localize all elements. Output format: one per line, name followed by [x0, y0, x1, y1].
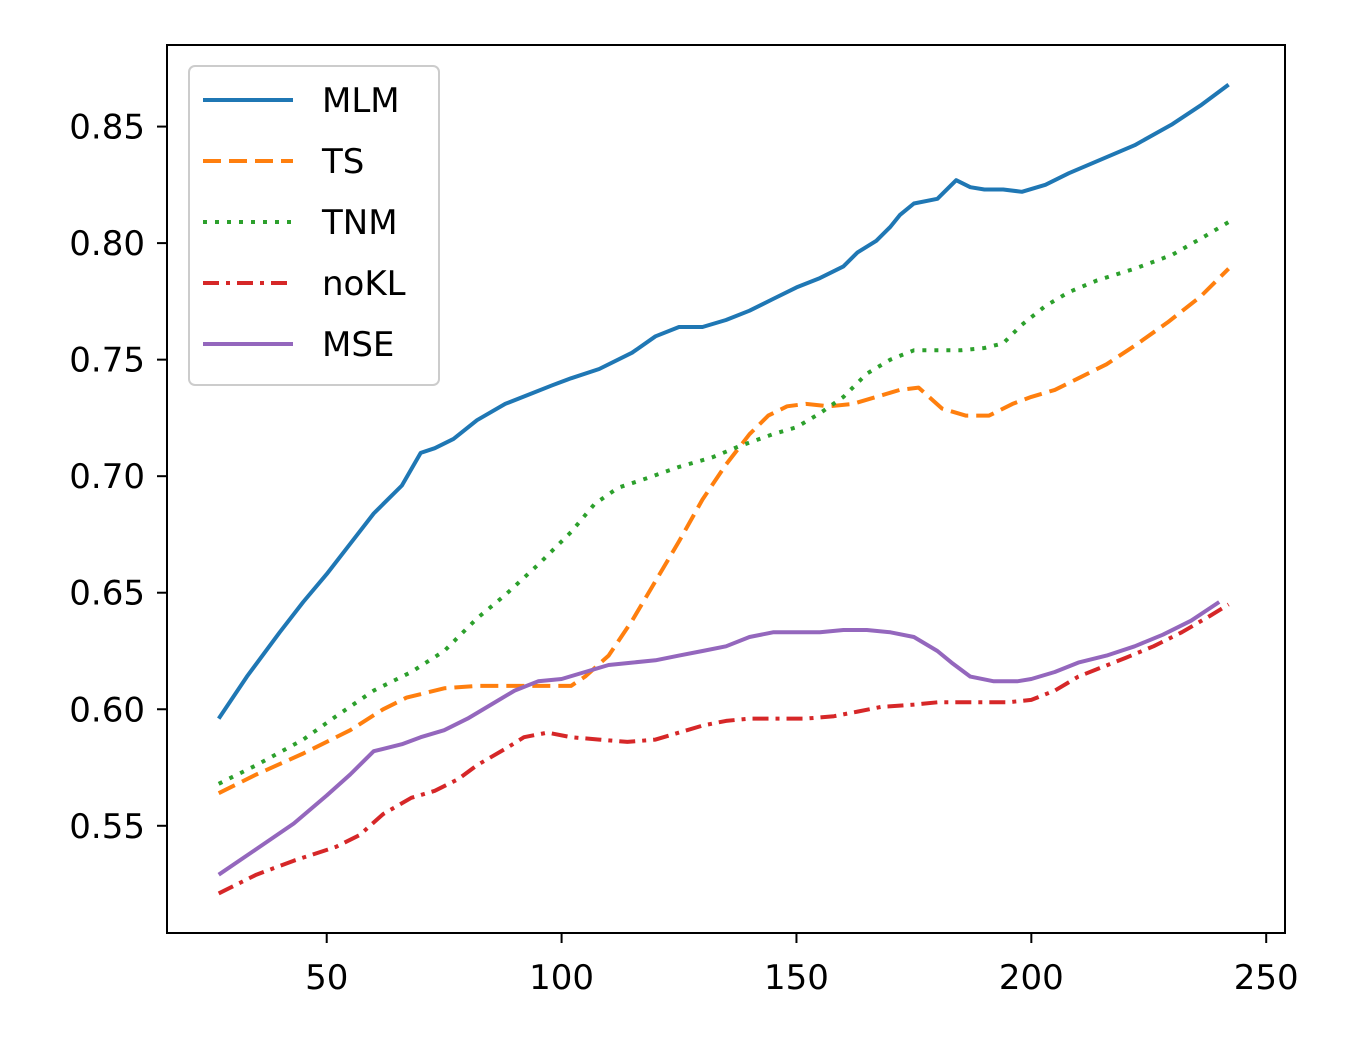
y-tick-label: 0.80 [69, 224, 145, 264]
y-tick-label: 0.85 [69, 108, 145, 148]
y-tick-label: 0.60 [69, 690, 145, 730]
legend-label-tnm: TNM [321, 203, 398, 243]
legend-box [188, 65, 440, 386]
x-tick-label: 50 [305, 958, 348, 998]
x-tick-label: 100 [529, 958, 594, 998]
x-tick-label: 250 [1234, 958, 1299, 998]
y-tick-label: 0.65 [69, 574, 145, 614]
x-tick-label: 150 [764, 958, 829, 998]
y-tick-label: 0.70 [69, 457, 145, 497]
x-tick-label: 200 [999, 958, 1064, 998]
plot-frame [166, 44, 1286, 934]
legend-label-ts: TS [321, 142, 364, 182]
y-tick-label: 0.75 [69, 341, 145, 381]
series-layer [217, 82, 1231, 896]
y-tick-label: 0.55 [69, 807, 145, 847]
legend: MLM TS TNM noKL MSE [188, 65, 440, 386]
series-line-tnm [217, 220, 1230, 786]
legend-label-nokl: noKL [322, 264, 406, 304]
legend-label-mse: MSE [322, 325, 394, 365]
series-line-nokl [217, 602, 1230, 896]
series-line-ts [217, 267, 1231, 795]
series-line-mse [217, 600, 1221, 877]
axes-layer: 50 100 150 200 250 0.55 0.60 0.65 0.70 0.75 0.80 0.… [69, 44, 1299, 998]
series-line-mlm [217, 82, 1230, 720]
legend-label-mlm: MLM [322, 81, 400, 121]
